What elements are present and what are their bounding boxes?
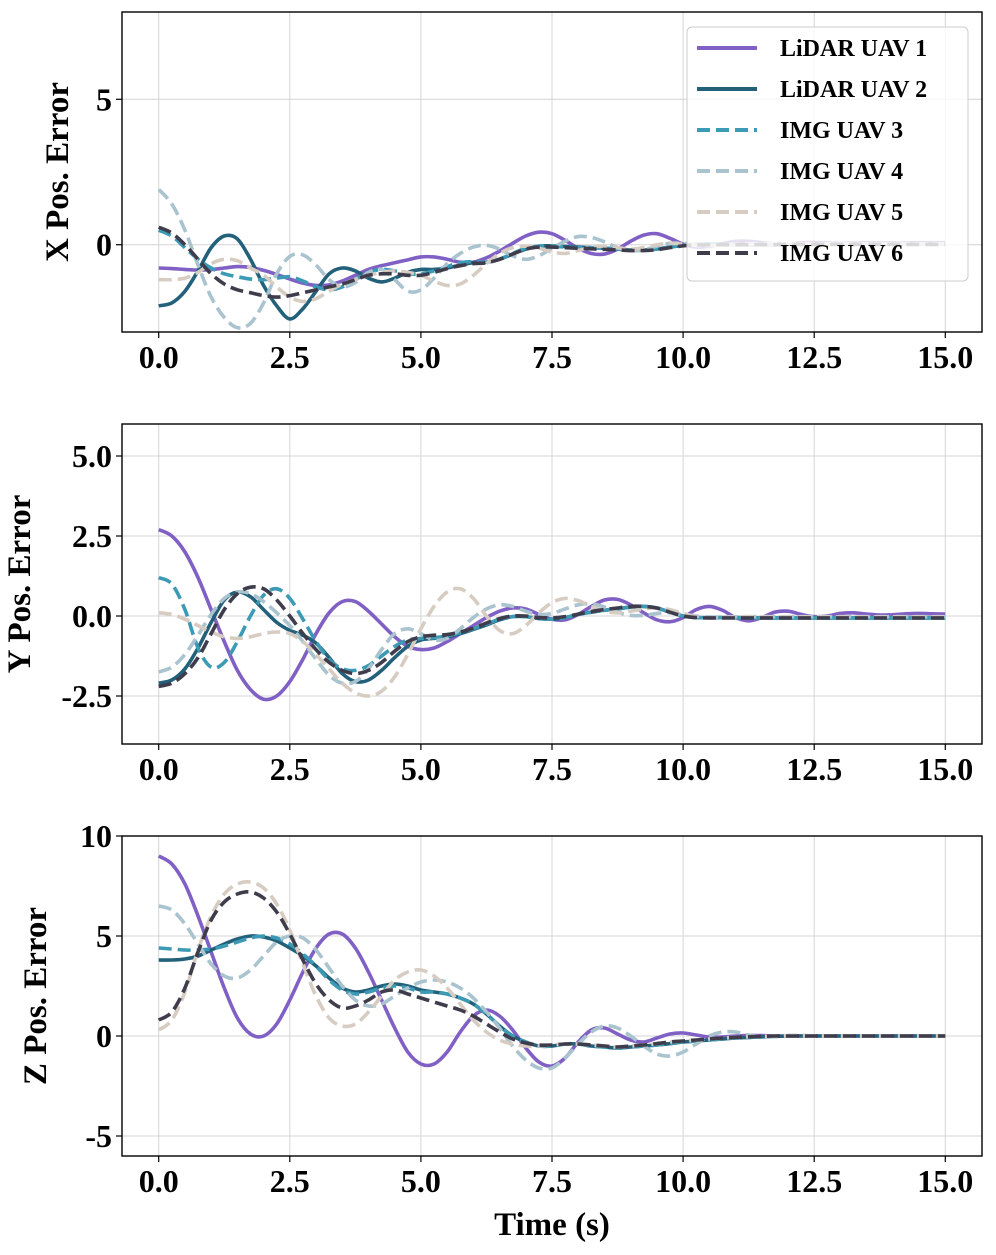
legend-entry: IMG UAV 5 [697, 200, 903, 226]
y-tick-label: 5 [96, 81, 112, 117]
x-tick-label: 0.0 [139, 339, 179, 375]
z-y-axis-label: Z Pos. Error [18, 907, 54, 1085]
z-series-group [157, 854, 946, 1071]
x-tick-label: 2.5 [270, 339, 310, 375]
y-tick-label: 5 [96, 918, 112, 954]
legend-entry: IMG UAV 3 [697, 118, 903, 144]
x-tick-label: 5.0 [401, 751, 441, 787]
legend: LiDAR UAV 1 LiDAR UAV 2 IMG UAV 3 IMG UAV 4… [686, 26, 969, 282]
legend-entry: IMG UAV 6 [697, 241, 903, 267]
y-tick-label: 5.0 [72, 438, 112, 474]
y-tick-label: -2.5 [61, 678, 112, 714]
x-axis-label: Time (s) [494, 1207, 610, 1243]
z-error-panel: 0.0 2.5 5.0 7.5 10.0 12.5 15.0 -5 0 5 10 Z Pos. Err… [18, 818, 983, 1243]
x-tick-label: 5.0 [401, 339, 441, 375]
y-grid [122, 424, 982, 744]
subplots: 0.0 2.5 5.0 7.5 10.0 12.5 15.0 0 5 X Pos. Error Li… [2, 11, 983, 1243]
x-tick-label: 15.0 [917, 751, 973, 787]
legend-label: LiDAR UAV 1 [780, 36, 927, 62]
series-line-img-uav-4 [157, 188, 946, 330]
x-tick-label: 15.0 [917, 1163, 973, 1199]
series-line-img-uav-3 [157, 575, 946, 673]
x-y-axis-label: X Pos. Error [40, 82, 76, 262]
y-tick-label: 0 [96, 227, 112, 263]
y-error-panel: 0.0 2.5 5.0 7.5 10.0 12.5 15.0 -2.5 0.0 2.5 5.0 Y P… [2, 423, 983, 787]
x-tick-label: 10.0 [655, 751, 711, 787]
x-tick-label: 15.0 [917, 339, 973, 375]
legend-label: IMG UAV 4 [780, 159, 903, 185]
x-error-panel: 0.0 2.5 5.0 7.5 10.0 12.5 15.0 0 5 X Pos. Error Li… [40, 11, 983, 375]
x-tick-label: 12.5 [786, 339, 842, 375]
y-y-axis-label: Y Pos. Error [2, 495, 38, 674]
y-tick-label: -5 [85, 1118, 112, 1154]
x-tick-label: 2.5 [270, 1163, 310, 1199]
series-line-img-uav-6 [157, 889, 946, 1049]
y-tick-label: 2.5 [72, 518, 112, 554]
legend-entry: LiDAR UAV 2 [697, 77, 927, 103]
y-tick-label: 0 [96, 1018, 112, 1054]
y-tick-label: 10 [80, 818, 112, 854]
legend-label: IMG UAV 6 [780, 241, 903, 267]
legend-label: LiDAR UAV 2 [780, 77, 927, 103]
x-tick-label: 10.0 [655, 339, 711, 375]
x-tick-label: 0.0 [139, 751, 179, 787]
x-tick-label: 2.5 [270, 751, 310, 787]
x-tick-label: 0.0 [139, 1163, 179, 1199]
series-line-img-uav-6 [158, 584, 946, 689]
x-tick-label: 12.5 [786, 1163, 842, 1199]
y-tick-label: 0.0 [72, 598, 112, 634]
x-tick-label: 10.0 [655, 1163, 711, 1199]
series-line-img-uav-4 [158, 589, 946, 686]
z-grid [122, 835, 982, 1156]
y-series-group [157, 527, 946, 702]
legend-box [686, 26, 969, 282]
legend-entry: LiDAR UAV 1 [697, 36, 927, 62]
series-line-img-uav-5 [158, 586, 946, 698]
legend-entry: IMG UAV 4 [697, 159, 903, 185]
legend-label: IMG UAV 5 [780, 200, 903, 226]
x-tick-label: 5.0 [401, 1163, 441, 1199]
x-tick-label: 7.5 [532, 339, 572, 375]
x-tick-label: 7.5 [532, 1163, 572, 1199]
x-tick-label: 7.5 [532, 751, 572, 787]
legend-label: IMG UAV 3 [780, 118, 903, 144]
x-tick-label: 12.5 [786, 751, 842, 787]
